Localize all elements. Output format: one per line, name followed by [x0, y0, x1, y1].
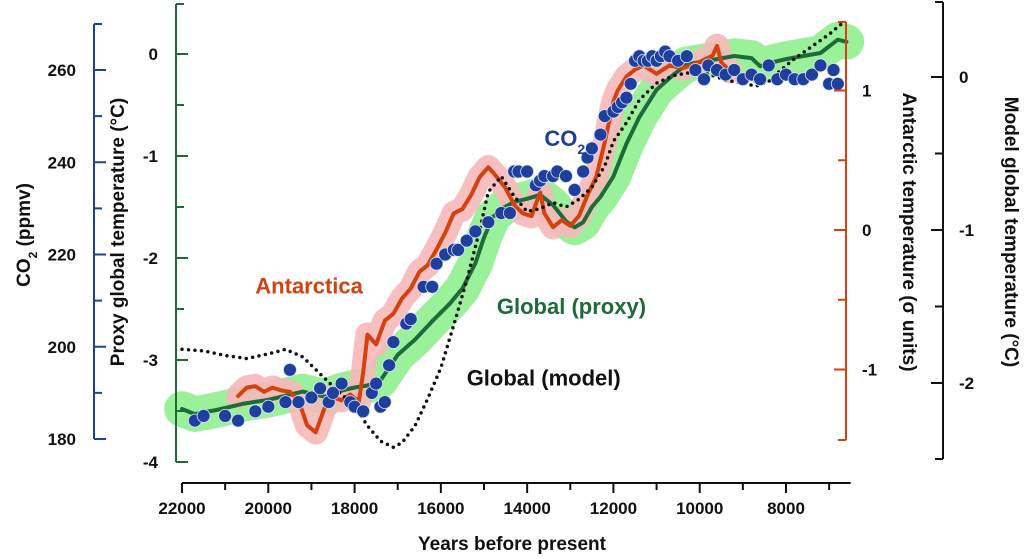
global-proxy-band	[164, 21, 865, 432]
annotation-co2: CO2	[544, 126, 585, 157]
co2-scatter	[187, 44, 845, 428]
proxy-tick-label: -1	[143, 147, 158, 166]
proxy-axis-title: Proxy global temperature (°C)	[108, 98, 129, 366]
proxy-tick-label: -4	[143, 453, 159, 472]
co2-point	[826, 63, 841, 77]
x-tick-label: 18000	[331, 499, 378, 518]
antarctic-axis-title: Antarctic temperature (σ units)	[898, 92, 919, 371]
co2-point	[282, 362, 297, 377]
co2-tick-label: 260	[48, 61, 76, 80]
co2-point	[761, 58, 776, 73]
co2-point	[231, 413, 246, 428]
co2-point	[304, 390, 319, 405]
co2-point	[585, 141, 599, 156]
co2-point	[576, 164, 591, 179]
antarctica-line	[236, 43, 732, 435]
co2-point	[502, 206, 517, 220]
co2-point	[382, 358, 397, 373]
co2-tick-label: 240	[48, 153, 76, 172]
co2-point	[196, 408, 211, 423]
annotation-co2-sub: 2	[577, 141, 585, 157]
co2-axis-title: CO2 (ppmv)	[14, 183, 40, 287]
co2-point	[291, 395, 306, 410]
co2-point	[429, 256, 444, 271]
co2-axis-title-sub: 2	[26, 251, 40, 258]
co2-point	[334, 376, 349, 391]
annotation-antarctica: Antarctica	[255, 274, 363, 299]
axes: 22000 20000 18000 16000 14000 12000 10000 80001…	[48, 1, 974, 518]
co2-tick-label: 200	[48, 338, 76, 357]
co2-point	[813, 58, 828, 73]
co2-point	[593, 127, 608, 142]
co2-point	[753, 72, 767, 87]
co2-point	[520, 164, 534, 179]
co2-point	[623, 76, 638, 91]
x-tick-label: 22000	[158, 499, 205, 518]
co2-point	[688, 63, 703, 77]
model-tick-label: -2	[959, 374, 974, 393]
co2-point	[567, 182, 582, 197]
co2-point	[313, 381, 328, 396]
co2-point	[468, 224, 483, 239]
x-tick-label: 10000	[676, 499, 723, 518]
co2-point	[248, 404, 263, 419]
proxy-tick-label: -3	[143, 351, 158, 370]
global-proxy-line	[180, 37, 849, 417]
co2-point	[481, 215, 496, 230]
co2-point	[459, 233, 474, 248]
global-model-line	[180, 21, 844, 450]
annotation-global-proxy: Global (proxy)	[497, 294, 646, 319]
co2-point	[805, 67, 819, 82]
co2-point	[356, 404, 371, 419]
antarctic-tick-label: 1	[862, 82, 871, 101]
antarctic-tick-label: 0	[862, 221, 871, 240]
x-tick-label: 12000	[590, 499, 637, 518]
model-tick-label: 0	[959, 68, 968, 87]
co2-point	[559, 169, 573, 184]
x-tick-label: 16000	[417, 499, 464, 518]
co2-point	[727, 63, 742, 77]
co2-tick-label: 180	[48, 430, 76, 449]
proxy-tick-label: -2	[143, 249, 158, 268]
co2-point	[697, 72, 711, 87]
model-axis-title: Model global temperature (°C)	[1000, 97, 1021, 367]
co2-point	[403, 312, 418, 327]
x-axis-title: Years before present	[418, 534, 607, 555]
co2-point	[425, 279, 440, 294]
x-tick-label: 20000	[245, 499, 292, 518]
proxy-tick-label: 0	[149, 45, 158, 64]
co2-point	[278, 395, 293, 410]
antarctic-tick-label: -1	[862, 361, 877, 380]
x-tick-label: 14000	[504, 499, 551, 518]
co2-point	[326, 385, 340, 400]
co2-point	[386, 335, 401, 350]
co2-point	[218, 408, 233, 423]
co2-point	[830, 76, 845, 91]
co2-point	[377, 395, 392, 410]
co2-tick-label: 220	[48, 246, 76, 265]
x-tick-label: 8000	[767, 499, 805, 518]
co2-point	[619, 90, 634, 105]
co2-point	[451, 242, 466, 257]
co2-point	[369, 376, 384, 391]
co2-point	[679, 49, 694, 64]
model-tick-label: -1	[959, 221, 974, 240]
annotation-global-model: Global (model)	[467, 366, 621, 391]
co2-point	[261, 399, 276, 414]
